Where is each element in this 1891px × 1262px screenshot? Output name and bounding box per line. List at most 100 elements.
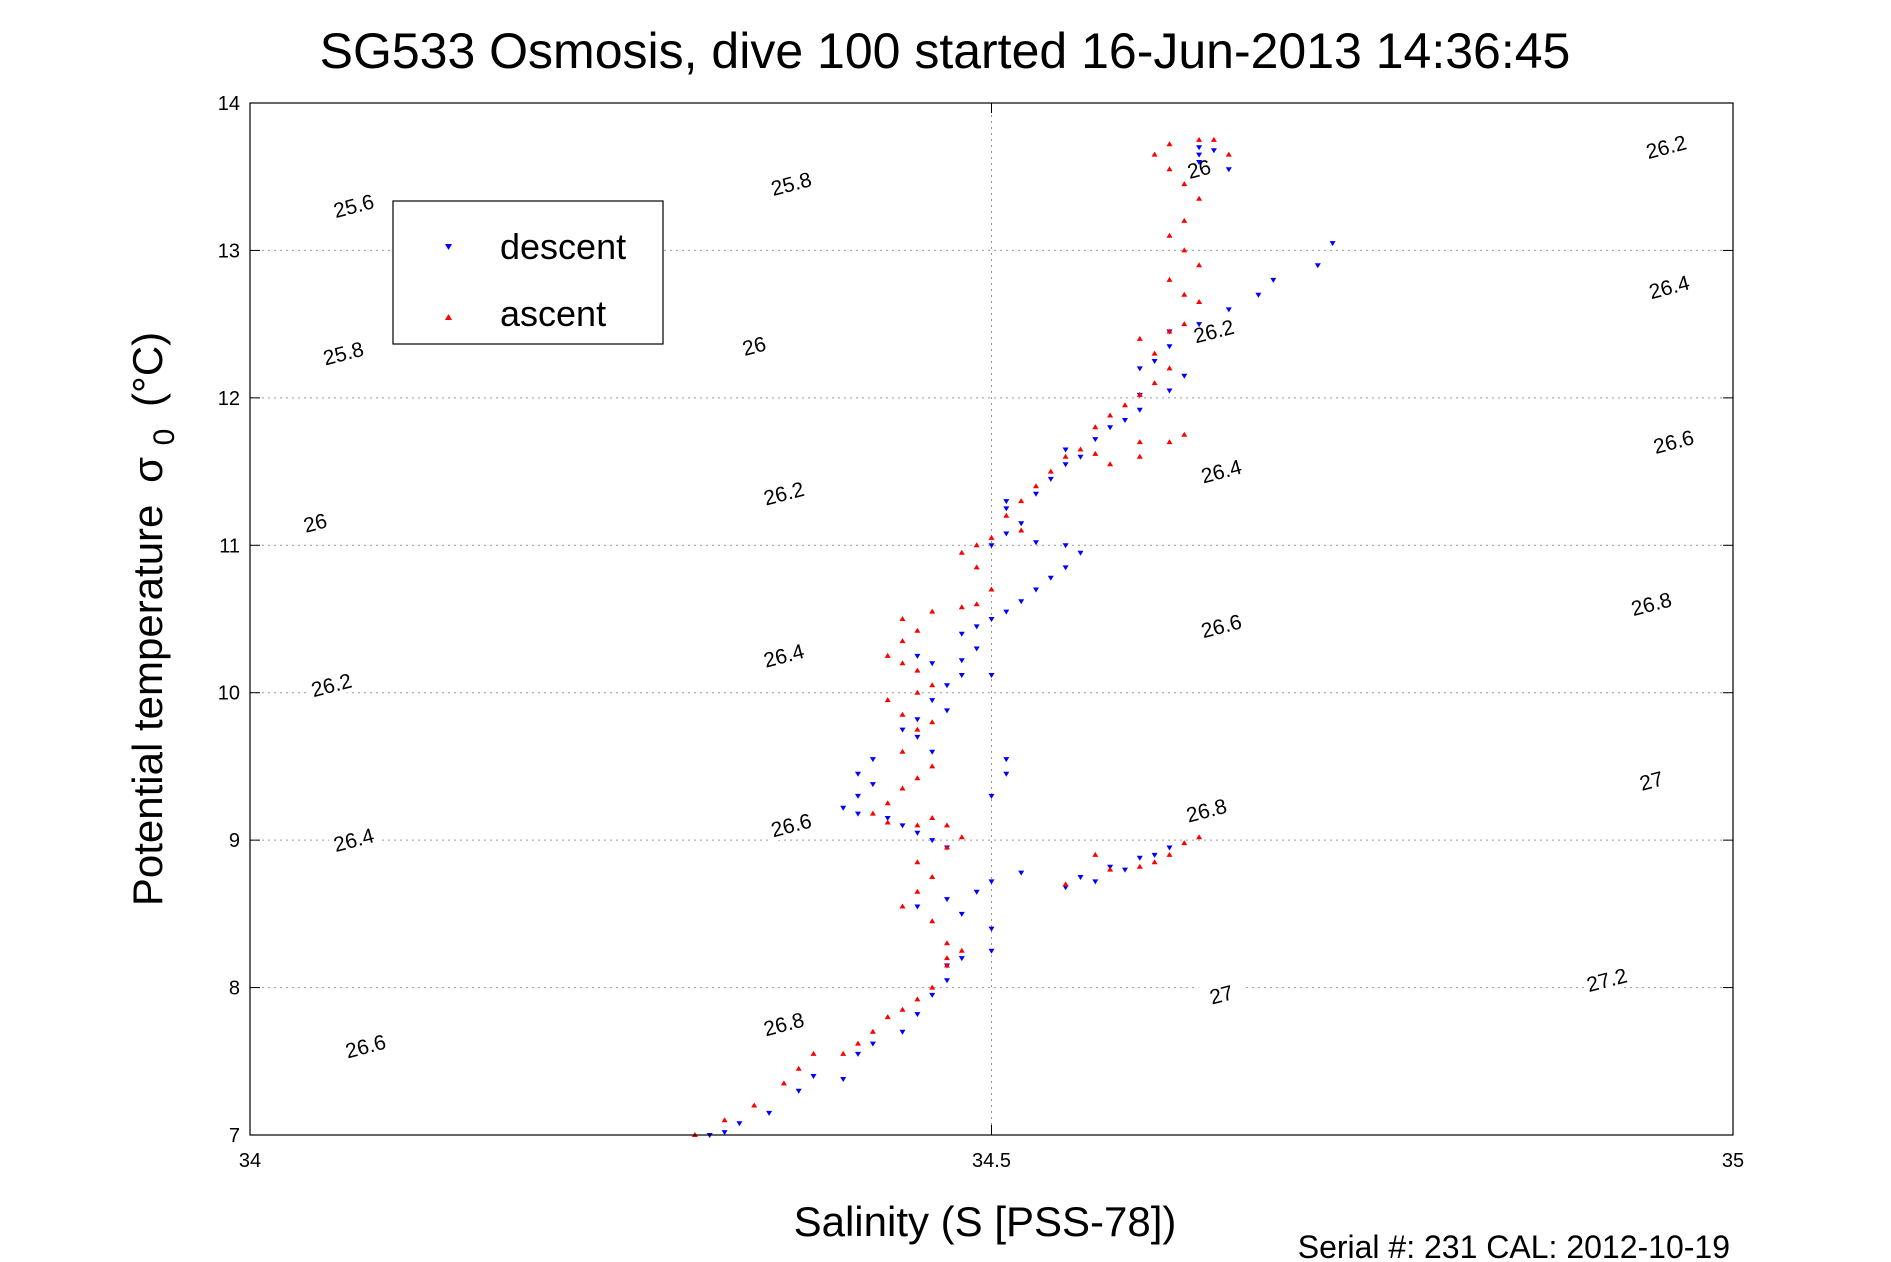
ascent-point <box>1181 431 1188 437</box>
ascent-point <box>1166 328 1173 334</box>
ascent-point <box>944 940 950 946</box>
ascent-point <box>810 1050 817 1056</box>
descent-point <box>855 1051 861 1057</box>
ascent-point <box>1181 247 1188 253</box>
ascent-point <box>1225 151 1232 157</box>
ascent-point <box>1062 453 1069 459</box>
legend-descent-label: descent <box>500 226 626 267</box>
ascent-point <box>899 785 906 791</box>
descent-point <box>929 661 936 667</box>
descent-point <box>914 734 921 740</box>
y-axis-label-subscript: 0 <box>148 429 181 446</box>
contour-label-bg <box>1642 268 1696 304</box>
contour-label: 26.2 <box>1644 131 1689 164</box>
ascent-point <box>1033 483 1039 489</box>
legend-box <box>392 200 664 345</box>
ascent-point <box>958 549 965 555</box>
descent-point <box>1136 407 1143 413</box>
descent-point <box>810 1074 817 1079</box>
ascent-point <box>899 660 906 666</box>
descent-point <box>988 793 995 799</box>
descent-point <box>1225 307 1232 313</box>
y-axis-label: Potential temperature σ 0 (°C) <box>124 332 183 906</box>
data-points <box>691 136 1336 1138</box>
descent-point <box>1062 447 1069 453</box>
ascent-point <box>1181 291 1188 297</box>
descent-point <box>944 897 950 903</box>
y-tick-label: 10 <box>218 683 240 705</box>
ascent-point <box>899 638 906 644</box>
ascent-point <box>1151 151 1158 157</box>
contour-label-bg <box>757 475 810 511</box>
ascent-point <box>1047 468 1054 474</box>
descent-point <box>914 904 921 910</box>
ascent-point <box>929 608 936 614</box>
descent-point <box>973 889 980 895</box>
descent-point <box>1047 476 1054 482</box>
ascent-point <box>929 719 936 725</box>
contour-label: 27 <box>1637 768 1665 796</box>
contour-label-bg <box>764 806 818 843</box>
ascent-point <box>1077 446 1084 452</box>
ascent-point <box>914 996 921 1002</box>
descent-point <box>1003 506 1010 512</box>
ascent-point <box>973 601 980 607</box>
descent-point <box>855 811 861 817</box>
ascent-point <box>944 955 950 961</box>
descent-point <box>1196 145 1203 151</box>
contour-label: 25.8 <box>321 338 366 371</box>
legend-ascent-marker <box>445 314 452 320</box>
contour-label: 26.6 <box>1199 611 1244 644</box>
descent-point <box>988 948 995 954</box>
contour-label: 26.4 <box>1199 456 1245 489</box>
descent-point <box>869 757 876 763</box>
contour-label-bg <box>327 187 380 223</box>
ascent-point <box>1196 262 1203 268</box>
contour-label: 26.4 <box>761 640 807 673</box>
descent-point <box>1077 454 1084 460</box>
descent-point <box>855 793 861 799</box>
contour-label-bg <box>288 504 342 540</box>
ascent-point <box>1107 866 1114 872</box>
ascent-point <box>840 1050 847 1056</box>
contour-label: 26.8 <box>761 1009 806 1042</box>
ascent-point <box>780 1080 787 1086</box>
contour-label: 26.2 <box>761 478 806 511</box>
descent-point <box>899 1029 906 1035</box>
descent-point <box>973 646 980 652</box>
descent-point <box>1329 241 1336 247</box>
ascent-point <box>1151 380 1158 386</box>
descent-point <box>1107 425 1114 431</box>
ascent-point <box>1166 141 1173 147</box>
ascent-point <box>914 627 921 633</box>
descent-point <box>1122 867 1128 873</box>
descent-point <box>1003 609 1010 615</box>
descent-point <box>914 653 921 659</box>
y-tick-label: 11 <box>219 535 240 557</box>
ascent-point <box>899 711 906 717</box>
contour-label-bg <box>1172 150 1226 187</box>
ascent-point <box>1166 232 1173 238</box>
descent-point <box>958 658 965 664</box>
ascent-point <box>1196 834 1203 840</box>
descent-point <box>1033 587 1039 593</box>
ascent-point <box>958 834 965 840</box>
contour-label-bg <box>1580 961 1633 997</box>
y-tick-label: 12 <box>218 388 240 410</box>
descent-point <box>1062 543 1069 549</box>
descent-point <box>855 771 861 777</box>
descent-point <box>736 1121 743 1127</box>
ascent-point <box>899 748 906 754</box>
ascent-point <box>1181 181 1188 187</box>
descent-point <box>1077 875 1084 880</box>
y-tick-label: 13 <box>218 240 240 262</box>
ascent-point <box>884 652 891 658</box>
descent-point <box>1151 852 1158 858</box>
descent-point <box>840 1077 847 1082</box>
descent-point <box>1033 491 1039 497</box>
ascent-point <box>1107 461 1114 467</box>
descent-point <box>899 727 906 733</box>
descent-point <box>1166 388 1173 394</box>
ascent-point <box>944 822 950 828</box>
ascent-point <box>973 564 980 570</box>
